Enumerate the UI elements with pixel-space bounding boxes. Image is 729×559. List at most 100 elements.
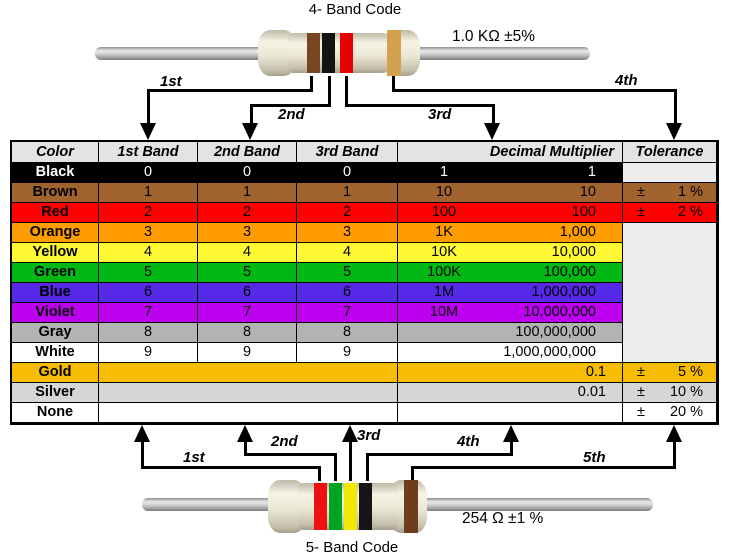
tolerance-cell: ±5 % bbox=[623, 363, 717, 383]
multiplier-cell: 100 100 bbox=[398, 203, 623, 223]
band-value-cell: 0 bbox=[297, 163, 398, 183]
multiplier-cell: 1K 1,000 bbox=[398, 223, 623, 243]
gold-band bbox=[387, 30, 401, 76]
color-name-cell: Gray bbox=[12, 323, 99, 343]
color-name-cell: Silver bbox=[12, 383, 99, 403]
multiplier-cell: 1,000,000,000 bbox=[398, 343, 623, 363]
arrow-line bbox=[250, 104, 253, 124]
band-value-cell: 1 bbox=[198, 183, 297, 203]
arrow-line bbox=[244, 441, 247, 456]
plus-minus-sign: ± bbox=[637, 184, 645, 201]
tolerance-value: 20 % bbox=[669, 404, 703, 421]
plus-minus-sign: ± bbox=[637, 364, 645, 381]
top-arrow-label-4th: 4th bbox=[615, 72, 638, 89]
arrow-line bbox=[147, 89, 313, 92]
up-arrow-icon bbox=[134, 425, 150, 442]
band-value-cell: 6 bbox=[198, 283, 297, 303]
plus-minus-sign: ± bbox=[637, 404, 645, 421]
four-band-title: 4- Band Code bbox=[308, 1, 402, 18]
multiplier-shorthand bbox=[398, 323, 490, 342]
bottom-arrow-label-5th: 5th bbox=[583, 449, 606, 466]
multiplier-shorthand: 1M bbox=[433, 284, 455, 301]
arrow-line bbox=[510, 441, 513, 456]
band-value-cell: 3 bbox=[99, 223, 198, 243]
color-name-cell: Red bbox=[12, 203, 99, 223]
tolerance-cell: ±20 % bbox=[623, 403, 717, 423]
black-band bbox=[359, 483, 372, 530]
band-value-cell: 2 bbox=[198, 203, 297, 223]
up-arrow-icon bbox=[237, 425, 253, 442]
multiplier-value: 1,000,000 bbox=[531, 284, 596, 301]
red-band bbox=[340, 33, 353, 73]
multiplier-value: 10 bbox=[579, 184, 596, 201]
band-value-cell: 2 bbox=[297, 203, 398, 223]
band-value-cell: 7 bbox=[99, 303, 198, 323]
arrow-line bbox=[674, 89, 677, 124]
multiplier-value: 100 bbox=[571, 204, 596, 221]
arrow-line bbox=[141, 466, 321, 469]
multiplier-cell: 10 10 bbox=[398, 183, 623, 203]
color-name-cell: White bbox=[12, 343, 99, 363]
up-arrow-icon bbox=[503, 425, 519, 442]
bands-merged-cell bbox=[99, 383, 398, 403]
color-name-cell: Brown bbox=[12, 183, 99, 203]
plus-minus-sign: ± bbox=[637, 204, 645, 221]
brown-band bbox=[307, 33, 320, 73]
multiplier-value: 100,000 bbox=[543, 264, 596, 281]
multiplier-shorthand: 100K bbox=[427, 264, 461, 281]
multiplier-cell: 100,000,000 bbox=[398, 323, 623, 343]
table-header-cell: 2nd Band bbox=[198, 142, 297, 163]
arrow-line bbox=[345, 76, 348, 107]
arrow-line bbox=[318, 466, 321, 481]
down-arrow-icon bbox=[140, 123, 156, 140]
top-arrow-label-3rd: 3rd bbox=[428, 106, 452, 123]
multiplier-cell: 1M 1,000,000 bbox=[398, 283, 623, 303]
bands-merged-cell bbox=[99, 403, 398, 423]
color-name-cell: Orange bbox=[12, 223, 99, 243]
band-value-cell: 4 bbox=[99, 243, 198, 263]
multiplier-value: 0.1 bbox=[585, 364, 606, 381]
multiplier-value: 10,000,000 bbox=[523, 304, 596, 321]
multiplier-shorthand bbox=[398, 403, 490, 422]
yellow-band bbox=[344, 483, 357, 530]
arrow-line bbox=[147, 89, 150, 124]
multiplier-shorthand bbox=[398, 343, 490, 362]
band-value-cell: 0 bbox=[198, 163, 297, 183]
arrow-line bbox=[392, 76, 395, 92]
bottom-arrow-label-4th: 4th bbox=[457, 433, 480, 450]
multiplier-value: 1,000 bbox=[559, 224, 596, 241]
color-name-cell: Black bbox=[12, 163, 99, 183]
top-arrow-label-2nd: 2nd bbox=[278, 106, 305, 123]
tolerance-value: 10 % bbox=[669, 384, 703, 401]
table-header-cell: 1st Band bbox=[99, 142, 198, 163]
band-value-cell: 3 bbox=[297, 223, 398, 243]
arrow-line bbox=[250, 104, 331, 107]
multiplier-value: 1 bbox=[587, 164, 596, 181]
multiplier-shorthand: 1 bbox=[439, 164, 449, 181]
tolerance-cell: ±1 % bbox=[623, 183, 717, 203]
multiplier-value: 1,000,000,000 bbox=[503, 344, 596, 361]
band-value-cell: 9 bbox=[198, 343, 297, 363]
bottom-arrow-label-1st: 1st bbox=[183, 449, 205, 466]
multiplier-shorthand: 10M bbox=[429, 304, 459, 321]
band-value-cell: 7 bbox=[198, 303, 297, 323]
color-name-cell: Gold bbox=[12, 363, 99, 383]
band-value-cell: 0 bbox=[99, 163, 198, 183]
arrow-line bbox=[328, 76, 331, 107]
arrow-line bbox=[366, 453, 369, 481]
band-value-cell: 6 bbox=[297, 283, 398, 303]
five-band-title: 5- Band Code bbox=[305, 539, 399, 556]
color-name-cell: None bbox=[12, 403, 99, 423]
bottom-arrow-label-2nd: 2nd bbox=[271, 433, 298, 450]
plus-minus-sign: ± bbox=[637, 384, 645, 401]
multiplier-shorthand: 100 bbox=[431, 204, 457, 221]
band-value-cell: 9 bbox=[99, 343, 198, 363]
color-code-table: Color 1st Band 2nd Band 3rd Band Decimal Mul… bbox=[10, 140, 719, 425]
band-value-cell: 2 bbox=[99, 203, 198, 223]
multiplier-shorthand bbox=[398, 383, 490, 402]
top-arrow-label-1st: 1st bbox=[160, 73, 182, 90]
multiplier-cell: 0.1 bbox=[398, 363, 623, 383]
down-arrow-icon bbox=[242, 123, 258, 140]
